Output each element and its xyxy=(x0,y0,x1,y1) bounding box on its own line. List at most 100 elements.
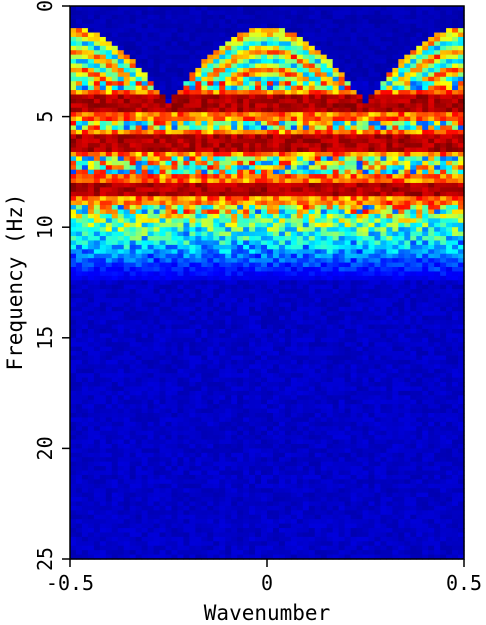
heatmap-cell xyxy=(213,107,220,113)
heatmap-cell xyxy=(141,218,149,224)
heatmap-cell xyxy=(99,112,107,118)
heatmap-cell xyxy=(308,94,316,100)
heatmap-cell xyxy=(392,59,399,65)
heatmap-cell xyxy=(392,320,399,326)
heatmap-cell xyxy=(261,129,268,135)
heatmap-cell xyxy=(344,293,352,299)
heatmap-cell xyxy=(111,36,119,42)
heatmap-cell xyxy=(201,337,208,343)
heatmap-cell xyxy=(219,76,226,82)
heatmap-cell xyxy=(87,165,95,171)
heatmap-cell xyxy=(99,218,107,224)
heatmap-cell xyxy=(386,6,393,12)
heatmap-cell xyxy=(458,36,465,42)
heatmap-cell xyxy=(255,14,262,20)
heatmap-cell xyxy=(386,271,393,277)
heatmap-cell xyxy=(284,45,292,51)
heatmap-cell xyxy=(350,182,358,188)
heatmap-cell xyxy=(70,249,77,255)
heatmap-cell xyxy=(314,249,322,255)
heatmap-cell xyxy=(362,134,370,140)
heatmap-cell xyxy=(267,205,274,211)
heatmap-cell xyxy=(434,169,441,175)
heatmap-cell xyxy=(320,156,328,162)
heatmap-cell xyxy=(267,90,274,96)
heatmap-cell xyxy=(362,169,370,175)
heatmap-cell xyxy=(189,337,196,343)
heatmap-cell xyxy=(452,134,459,140)
heatmap-cell xyxy=(440,174,447,180)
heatmap-cell xyxy=(111,98,119,104)
heatmap-cell xyxy=(380,320,387,326)
heatmap-cell xyxy=(338,129,346,135)
heatmap-cell xyxy=(255,297,262,303)
heatmap-cell xyxy=(219,143,226,149)
heatmap-cell xyxy=(99,293,107,299)
heatmap-cell xyxy=(93,143,101,149)
heatmap-cell xyxy=(380,147,387,153)
heatmap-cell xyxy=(440,200,447,206)
heatmap-cell xyxy=(81,63,89,69)
heatmap-cell xyxy=(314,59,322,65)
heatmap-cell xyxy=(434,14,441,20)
heatmap-cell xyxy=(123,306,131,312)
heatmap-cell xyxy=(320,196,328,202)
heatmap-cell xyxy=(237,76,244,82)
heatmap-cell xyxy=(189,28,196,34)
heatmap-cell xyxy=(75,121,83,127)
heatmap-cell xyxy=(410,275,417,281)
heatmap-cell xyxy=(207,165,214,171)
heatmap-cell xyxy=(398,6,405,12)
heatmap-cell xyxy=(75,249,83,255)
heatmap-cell xyxy=(75,324,83,330)
heatmap-cell xyxy=(219,271,226,277)
heatmap-cell xyxy=(440,320,447,326)
heatmap-cell xyxy=(75,213,83,219)
heatmap-cell xyxy=(111,182,119,188)
heatmap-cell xyxy=(201,14,208,20)
heatmap-cell xyxy=(249,297,256,303)
heatmap-cell xyxy=(290,191,298,197)
heatmap-cell xyxy=(422,333,429,339)
heatmap-cell xyxy=(201,147,208,153)
heatmap-cell xyxy=(249,302,256,308)
heatmap-cell xyxy=(380,324,387,330)
heatmap-cell xyxy=(105,271,113,277)
heatmap-cell xyxy=(326,23,334,29)
heatmap-cell xyxy=(141,90,149,96)
heatmap-cell xyxy=(314,174,322,180)
heatmap-cell xyxy=(302,320,310,326)
heatmap-cell xyxy=(374,98,382,104)
heatmap-cell xyxy=(75,112,83,118)
heatmap-cell xyxy=(428,116,435,122)
heatmap-cell xyxy=(458,143,465,149)
heatmap-cell xyxy=(141,138,149,144)
heatmap-cell xyxy=(237,94,244,100)
heatmap-cell xyxy=(284,169,292,175)
heatmap-cell xyxy=(332,19,340,25)
heatmap-cell xyxy=(159,98,167,104)
heatmap-cell xyxy=(452,236,459,242)
heatmap-cell xyxy=(314,267,322,273)
heatmap-cell xyxy=(278,134,286,140)
heatmap-cell xyxy=(201,240,208,246)
heatmap-cell xyxy=(177,244,185,250)
heatmap-cell xyxy=(99,284,107,290)
heatmap-cell xyxy=(153,218,161,224)
heatmap-cell xyxy=(171,112,179,118)
heatmap-cell xyxy=(410,160,417,166)
heatmap-cell xyxy=(410,262,417,268)
heatmap-cell xyxy=(231,81,238,87)
heatmap-cell xyxy=(320,14,328,20)
heatmap-cell xyxy=(237,28,244,34)
heatmap-cell xyxy=(225,112,232,118)
heatmap-cell xyxy=(380,76,387,82)
heatmap-cell xyxy=(374,306,382,312)
heatmap-cell xyxy=(129,302,137,308)
heatmap-cell xyxy=(129,227,137,233)
heatmap-cell xyxy=(255,23,262,29)
heatmap-cell xyxy=(428,196,435,202)
heatmap-cell xyxy=(147,112,155,118)
heatmap-cell xyxy=(356,222,364,228)
heatmap-cell xyxy=(195,311,202,317)
